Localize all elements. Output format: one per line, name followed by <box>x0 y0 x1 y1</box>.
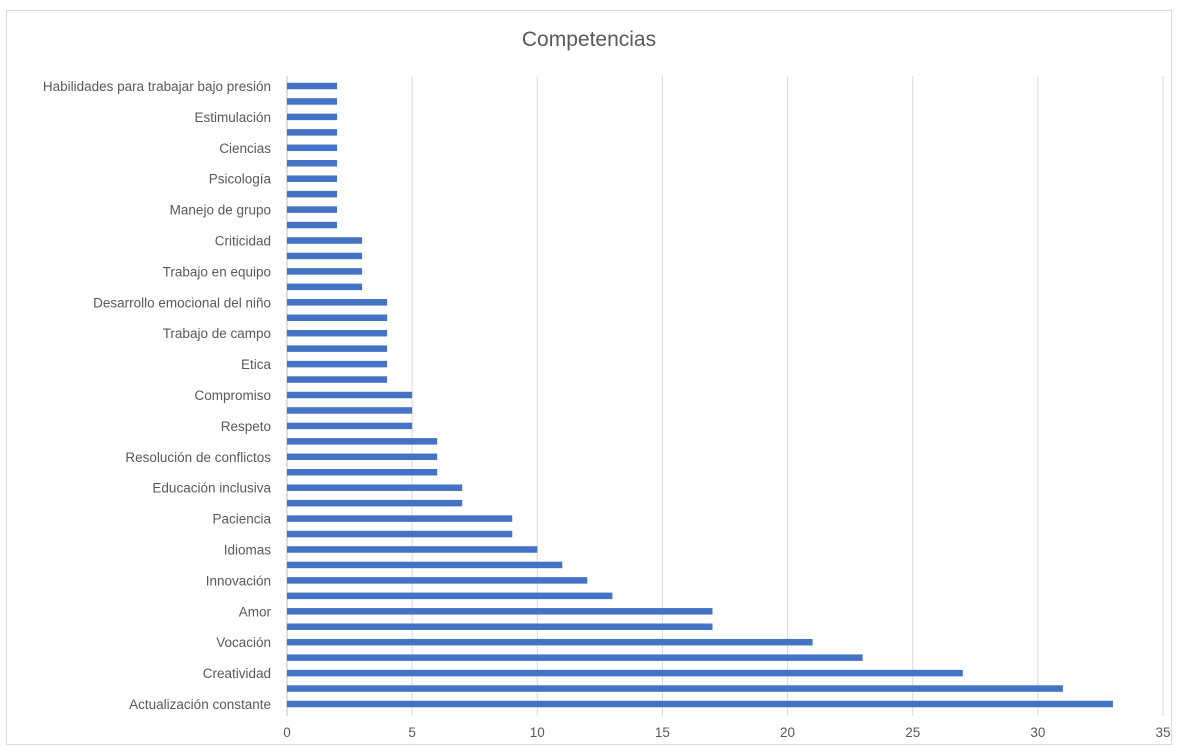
category-label: Estimulación <box>194 110 271 125</box>
x-tick-label: 0 <box>283 725 291 740</box>
category-label: Amor <box>239 604 272 619</box>
category-label: Manejo de grupo <box>170 203 271 218</box>
bar <box>287 144 338 152</box>
category-label: Paciencia <box>212 512 271 527</box>
bar <box>287 82 338 90</box>
bar <box>287 422 413 430</box>
category-label: Respeto <box>221 419 271 434</box>
bar <box>287 407 413 414</box>
category-label: Educación inclusiva <box>152 481 271 496</box>
bar <box>287 669 963 677</box>
bar <box>287 252 363 260</box>
x-tick-label: 5 <box>408 725 416 740</box>
x-tick-labels: 0 5 10 15 20 25 30 35 <box>283 725 1170 740</box>
bar <box>287 700 1113 708</box>
category-label: Habilidades para trabajar bajo presión <box>43 79 271 94</box>
bar <box>287 515 513 522</box>
category-label: Actualización constante <box>129 697 271 712</box>
bar <box>287 190 338 198</box>
bar <box>287 561 563 569</box>
bar <box>287 221 338 229</box>
chart-title: Competencias <box>521 28 657 51</box>
category-label: Idiomas <box>224 543 272 558</box>
bar <box>287 608 713 615</box>
bar <box>287 438 438 445</box>
x-tick-label: 15 <box>655 725 670 740</box>
bar <box>287 391 413 399</box>
category-label: Trabajo de campo <box>163 326 271 341</box>
bar <box>287 592 613 600</box>
x-tick-label: 35 <box>1155 725 1170 740</box>
category-label: Creatividad <box>203 666 271 681</box>
x-tick-label: 20 <box>780 725 795 740</box>
bar <box>287 113 338 121</box>
bar <box>287 685 1063 692</box>
bar <box>287 98 338 105</box>
bar <box>287 299 388 306</box>
x-tick-label: 30 <box>1030 725 1045 740</box>
bar <box>287 469 438 476</box>
bar <box>287 577 588 584</box>
bar <box>287 638 813 646</box>
bar <box>287 345 388 352</box>
category-label: Resolución de conflictos <box>125 450 271 465</box>
bar <box>287 160 338 167</box>
bar <box>287 329 388 337</box>
bar <box>287 360 388 368</box>
bar <box>287 453 438 461</box>
category-label: Compromiso <box>194 388 271 403</box>
bar <box>287 623 713 630</box>
bar <box>287 268 363 275</box>
category-label: Etica <box>241 357 272 372</box>
bar <box>287 546 538 553</box>
bar <box>287 175 338 182</box>
bar <box>287 283 363 291</box>
category-label: Innovación <box>206 573 271 588</box>
bar <box>287 206 338 213</box>
bar <box>287 530 513 538</box>
gridlines <box>286 76 1164 716</box>
bar <box>287 129 338 136</box>
bar <box>287 654 863 661</box>
category-labels: Actualización constante Creatividad Vocaci… <box>43 79 272 712</box>
x-tick-label: 25 <box>905 725 920 740</box>
category-label: Psicología <box>209 172 272 187</box>
bar <box>287 237 363 244</box>
bar <box>287 376 388 383</box>
category-label: Criticidad <box>215 234 271 249</box>
bar <box>287 499 463 507</box>
x-tick-label: 10 <box>530 725 545 740</box>
chart-frame <box>6 10 1172 745</box>
category-label: Ciencias <box>219 141 271 156</box>
bar <box>287 484 463 491</box>
category-label: Vocación <box>216 635 271 650</box>
category-label: Desarrollo emocional del niño <box>93 295 271 310</box>
bar <box>287 314 388 321</box>
category-label: Trabajo en equipo <box>163 264 271 279</box>
bars <box>287 82 1113 708</box>
